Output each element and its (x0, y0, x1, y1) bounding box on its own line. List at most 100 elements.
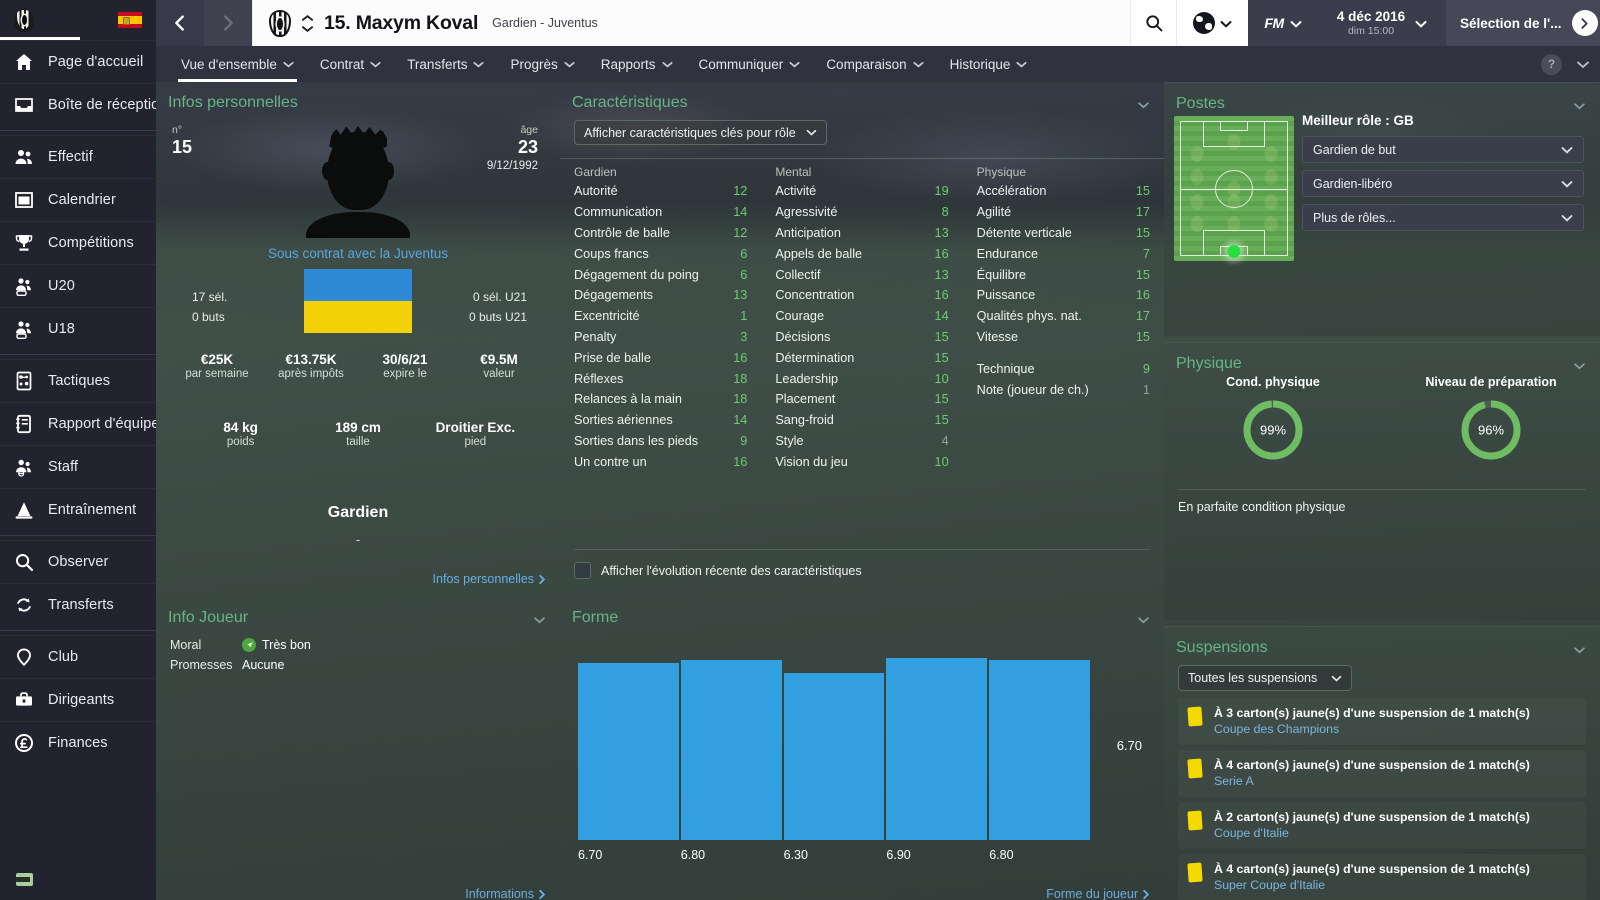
tab-historique[interactable]: Historique (937, 46, 1041, 82)
position-word: Gardien (327, 504, 389, 521)
tab-transferts[interactable]: Transferts (394, 46, 497, 82)
informations-link[interactable]: Informations (465, 887, 546, 900)
back-button[interactable] (156, 0, 204, 46)
date-of-birth: 9/12/1992 (486, 160, 538, 172)
suspensions-filter-label: Toutes les suspensions (1188, 671, 1318, 685)
role-select[interactable]: Gardien de but (1302, 136, 1584, 163)
attribute-name: Agressivité (775, 205, 838, 220)
pound-coin-icon (14, 733, 34, 753)
game-date-button[interactable]: 4 déc 2016 dim 15:00 (1318, 0, 1446, 46)
sidebar-item-effectif[interactable]: Effectif (0, 135, 156, 178)
sidebar-item-u18[interactable]: U18 (0, 307, 156, 350)
body-stat: 84 kg poids (182, 420, 299, 448)
sidebar-item-u20[interactable]: U20 (0, 264, 156, 307)
attribute-row: Excentricité 1 (574, 306, 747, 327)
show-recent-evolution-checkbox[interactable] (574, 562, 591, 579)
sidebar-item-page-d-accueil[interactable]: Page d'accueil (0, 40, 156, 83)
chevron-down-icon[interactable] (1573, 642, 1586, 657)
info-joueur-row: Promesses Aucune (170, 655, 560, 675)
sidebar-item-comp-titions[interactable]: Compétitions (0, 221, 156, 264)
chevron-down-icon[interactable] (533, 612, 546, 627)
help-button[interactable]: ? (1541, 53, 1562, 75)
sidebar-item-observer[interactable]: Observer (0, 540, 156, 583)
continue-button[interactable]: Sélection de l'... (1446, 0, 1600, 46)
sidebar-item-dirigeants[interactable]: Dirigeants (0, 678, 156, 721)
goals-u21-value: 0 buts U21 (468, 310, 527, 324)
spain-flag-icon[interactable] (118, 12, 142, 28)
sidebar-item-transferts[interactable]: Transferts (0, 583, 156, 626)
attribute-view-dropdown[interactable]: Afficher caractéristiques clés pour rôle (574, 120, 827, 145)
forward-button[interactable] (204, 0, 252, 46)
sidebar-item-label: Tactiques (48, 373, 111, 389)
player-silhouette-avatar (306, 126, 410, 238)
role-select[interactable]: Plus de rôles... (1302, 204, 1584, 231)
suspension-competition[interactable]: Coupe d'Italie (1214, 826, 1289, 840)
suspension-list-item[interactable]: À 2 carton(s) jaune(s) d'une suspension … (1178, 802, 1586, 849)
contract-stat-value: 30/6/21 (382, 352, 428, 367)
personal-info-link[interactable]: Infos personnelles (433, 572, 546, 586)
sidebar-item-tactiques[interactable]: Tactiques (0, 359, 156, 402)
contract-stat: €13.75K après impôts (264, 352, 358, 380)
contract-stat-label: valeur (483, 368, 515, 380)
form-bar-label: 6.70 (578, 848, 603, 862)
chevron-down-icon[interactable] (1573, 98, 1586, 113)
body-stat-label: taille (346, 436, 370, 448)
home-icon (14, 52, 34, 72)
chevron-down-icon[interactable] (1576, 57, 1590, 72)
world-button[interactable] (1176, 0, 1248, 46)
suspension-list-item[interactable]: À 3 carton(s) jaune(s) d'une suspension … (1178, 698, 1586, 745)
attribute-row: Dégagement du poing 6 (574, 264, 747, 285)
suspension-list-item[interactable]: À 4 carton(s) jaune(s) d'une suspension … (1178, 750, 1586, 797)
show-recent-evolution-row[interactable]: Afficher l'évolution récente des caracté… (574, 549, 1150, 579)
attribute-row: Relances à la main 18 (574, 389, 747, 410)
topbar-right-controls: FM 4 déc 2016 dim 15:00 Sélection de l (1130, 0, 1600, 46)
info-joueur-value: Très bon (242, 638, 311, 652)
panel-title-postes: Postes (1176, 95, 1225, 112)
role-select[interactable]: Gardien-libéro (1302, 170, 1584, 197)
attribute-row: Sorties dans les pieds 9 (574, 431, 747, 452)
tab-communiquer[interactable]: Communiquer (686, 46, 814, 82)
suspension-list-item[interactable]: À 4 carton(s) jaune(s) d'une suspension … (1178, 854, 1586, 900)
juventus-badge-icon[interactable] (14, 8, 34, 32)
suspensions-filter-dropdown[interactable]: Toutes les suspensions (1178, 665, 1353, 691)
attribute-row: Vitesse 15 (977, 327, 1150, 348)
tab-rapports[interactable]: Rapports (588, 46, 686, 82)
sidebar-item-bo-te-de-r-ception[interactable]: Boîte de réception (0, 83, 167, 126)
form-bar-label: 6.90 (886, 848, 911, 862)
up-down-spinner-icon[interactable] (301, 14, 314, 33)
fm-menu-button[interactable]: FM (1248, 0, 1318, 46)
tab-contrat[interactable]: Contrat (307, 46, 394, 82)
player-form-link[interactable]: Forme du joueur (1046, 887, 1150, 900)
sidebar-item-rapport-d-quipe[interactable]: Rapport d'équipe (0, 402, 159, 445)
sidebar-item-club[interactable]: Club (0, 635, 156, 678)
attribute-row: Réflexes 18 (574, 368, 747, 389)
attribute-row: Décisions 15 (775, 327, 948, 348)
contract-status-link[interactable]: Sous contrat avec la Juventus (267, 246, 449, 261)
sidebar-item-label: Page d'accueil (48, 54, 144, 70)
game-time: dim 15:00 (1347, 25, 1395, 37)
sidebar-item-staff[interactable]: Staff (0, 445, 156, 488)
attribute-name: Agilité (976, 205, 1012, 220)
shirt-number: n° 15 (172, 124, 192, 158)
sidebar-item-finances[interactable]: Finances (0, 721, 156, 764)
attribute-row: Agressivité 8 (775, 202, 948, 223)
tab-vue-d-ensemble[interactable]: Vue d'ensemble (168, 46, 307, 82)
tab-progr-s[interactable]: Progrès (497, 46, 587, 82)
sidebar-item-entra-nement[interactable]: Entraînement (0, 488, 156, 531)
chevron-down-icon[interactable] (1137, 612, 1150, 627)
suspension-text: À 4 carton(s) jaune(s) d'une suspension … (1214, 758, 1530, 772)
sidebar-item-calendrier[interactable]: Calendrier (0, 178, 156, 221)
suspension-competition[interactable]: Super Coupe d'Italie (1214, 878, 1326, 892)
attribute-name: Dégagements (574, 288, 653, 303)
attribute-name: Vitesse (976, 329, 1019, 344)
chevron-down-icon[interactable] (1573, 358, 1586, 373)
suspension-competition[interactable]: Serie A (1214, 774, 1254, 788)
attribute-name: Collectif (775, 267, 821, 282)
search-button[interactable] (1130, 0, 1176, 46)
tab-comparaison[interactable]: Comparaison (813, 46, 936, 82)
suspension-text: À 3 carton(s) jaune(s) d'une suspension … (1214, 706, 1530, 720)
chevron-down-icon[interactable] (1137, 97, 1150, 112)
arrow-right-circle-icon (1571, 10, 1598, 36)
suspension-competition[interactable]: Coupe des Champions (1214, 722, 1340, 736)
